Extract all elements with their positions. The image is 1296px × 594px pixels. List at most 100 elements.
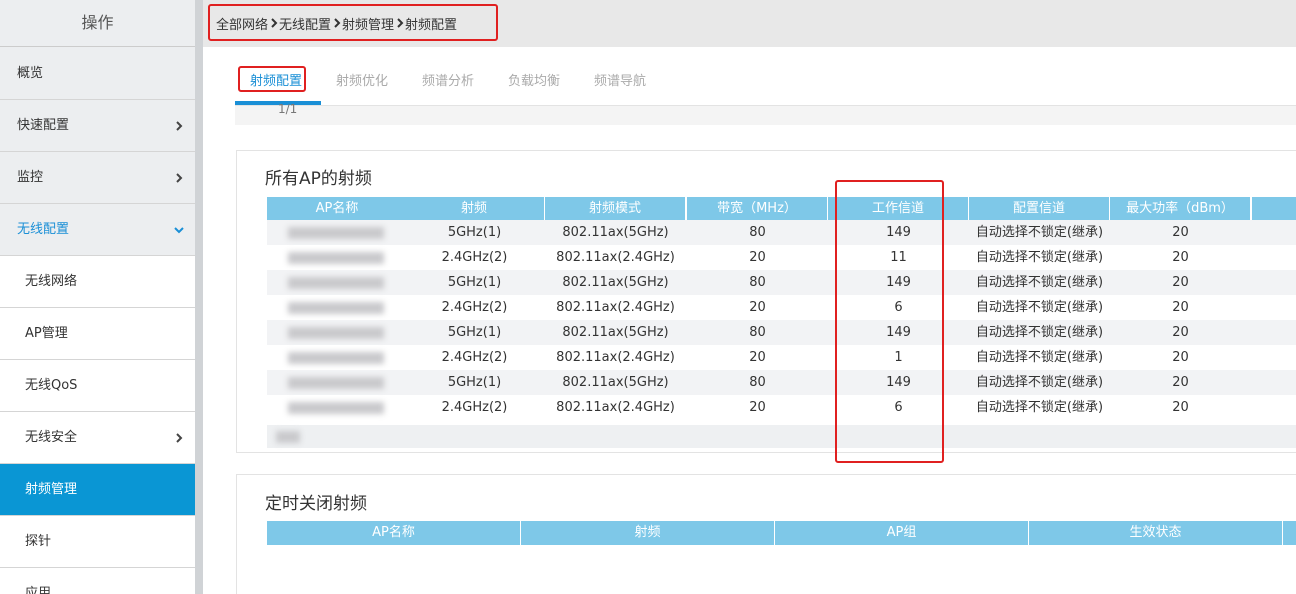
blurred-name: [288, 352, 384, 364]
table-cell: 149: [886, 275, 911, 290]
table-cell: 149: [886, 375, 911, 390]
table-cell: 80: [749, 325, 766, 340]
table-cell: 6: [894, 300, 903, 315]
table-cell: 5GHz(1): [447, 275, 502, 290]
highlight-box: [835, 180, 944, 463]
table-header: [1283, 521, 1296, 545]
nav-item[interactable]: 无线QoS: [0, 360, 195, 412]
nav-item[interactable]: 应用: [0, 568, 195, 594]
nav-item[interactable]: 概览: [0, 48, 195, 100]
table-footer: [267, 425, 1296, 448]
table-header: 生效状态: [1029, 521, 1283, 545]
tab-underline: [235, 101, 321, 105]
table-header: 带宽（MHz）: [687, 197, 828, 220]
table-cell: 5GHz(1): [447, 375, 502, 390]
table-cell: 自动选择不锁定(继承): [975, 375, 1104, 390]
table-cell: 自动选择不锁定(继承): [975, 325, 1104, 340]
table-row: [267, 295, 1296, 320]
tab[interactable]: 频谱导航: [594, 74, 647, 89]
table-header: 配: [1252, 197, 1296, 220]
table-cell: 20: [1172, 400, 1189, 415]
nav-item[interactable]: 无线网络: [0, 256, 195, 308]
highlight-box: [238, 66, 306, 92]
table-header: AP组: [775, 521, 1029, 545]
table-cell: 6: [894, 400, 903, 415]
breadcrumb-item[interactable]: 全部网络: [216, 18, 269, 33]
table-row: [267, 220, 1296, 245]
table-row: [267, 245, 1296, 270]
tab-line: [235, 105, 1296, 106]
table-cell: 20: [749, 300, 766, 315]
panel-title: 所有AP的射频: [265, 169, 372, 189]
table-cell: 20: [1172, 250, 1189, 265]
panel-title: 定时关闭射频: [265, 494, 367, 514]
table-cell: 20: [749, 250, 766, 265]
nav-item[interactable]: 射频管理: [0, 464, 195, 516]
chevron-icon: [176, 121, 183, 131]
nav-item[interactable]: AP管理: [0, 308, 195, 360]
chevron-icon: [397, 18, 404, 28]
nav-item[interactable]: 无线配置: [0, 204, 195, 256]
table-header: AP名称: [267, 197, 408, 220]
table-row: [267, 345, 1296, 370]
table-cell: 802.11ax(2.4GHz): [556, 400, 675, 415]
pager-strip: [235, 106, 1296, 125]
pager: 1/1: [278, 102, 298, 116]
breadcrumb-item[interactable]: 射频配置: [405, 18, 458, 33]
table-cell: 自动选择不锁定(继承): [975, 250, 1104, 265]
table-cell: 自动选择不锁定(继承): [975, 275, 1104, 290]
nav-item[interactable]: 探针: [0, 516, 195, 568]
table-cell: 自动选择不锁定(继承): [975, 400, 1104, 415]
table-cell: 1: [894, 350, 903, 365]
table-cell: 自动选择不锁定(继承): [975, 300, 1104, 315]
breadcrumb-item[interactable]: 无线配置: [279, 18, 332, 33]
table-cell: 149: [886, 225, 911, 240]
blurred-name: [288, 327, 384, 339]
table-row: [267, 395, 1296, 420]
table-cell: 20: [749, 350, 766, 365]
table-cell: 2.4GHz(2): [441, 400, 508, 415]
chevron-icon: [176, 433, 183, 443]
table-cell: 20: [1172, 275, 1189, 290]
table-cell: 2.4GHz(2): [441, 250, 508, 265]
table-cell: 自动选择不锁定(继承): [975, 225, 1104, 240]
table-cell: 2.4GHz(2): [441, 300, 508, 315]
blurred-name: [288, 402, 384, 414]
blurred-name: [288, 377, 384, 389]
table-cell: 5GHz(1): [447, 225, 502, 240]
chevron-icon: [176, 173, 183, 183]
nav-item[interactable]: 快速配置: [0, 100, 195, 152]
nav-item[interactable]: 无线安全: [0, 412, 195, 464]
table-row: [267, 270, 1296, 295]
table-cell: 80: [749, 275, 766, 290]
chevron-icon: [271, 18, 278, 28]
table-row: [267, 320, 1296, 345]
table-cell: 80: [749, 225, 766, 240]
tab[interactable]: 射频优化: [336, 74, 389, 89]
table-cell: 802.11ax(5GHz): [562, 275, 669, 290]
table-header: 射频: [521, 521, 775, 545]
highlight-box: [208, 4, 498, 41]
breadcrumb-item[interactable]: 射频管理: [342, 18, 395, 33]
sidebar-header: 操作: [0, 0, 195, 47]
blurred-pager: [276, 431, 300, 443]
blurred-name: [288, 302, 384, 314]
tab[interactable]: 射频配置: [250, 74, 303, 89]
table-cell: 2.4GHz(2): [441, 350, 508, 365]
table-header: 射频: [404, 197, 545, 220]
table-header: 射频模式: [545, 197, 686, 220]
tab[interactable]: 负载均衡: [508, 74, 561, 89]
table-cell: 802.11ax(2.4GHz): [556, 250, 675, 265]
table-row: [267, 370, 1296, 395]
panel: [236, 474, 1296, 594]
nav-item[interactable]: 监控: [0, 152, 195, 204]
table-cell: 802.11ax(5GHz): [562, 325, 669, 340]
table-cell: 80: [749, 375, 766, 390]
tab[interactable]: 频谱分析: [422, 74, 475, 89]
table-cell: 20: [1172, 225, 1189, 240]
table-cell: 自动选择不锁定(继承): [975, 350, 1104, 365]
blurred-name: [288, 277, 384, 289]
table-cell: 11: [890, 250, 907, 265]
